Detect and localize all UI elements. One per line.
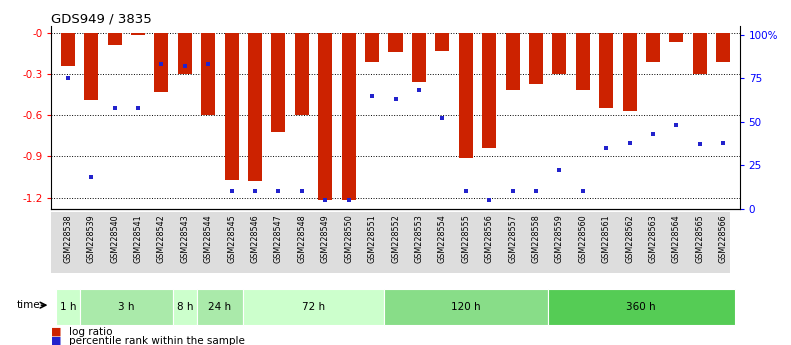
Bar [61, 33, 75, 66]
Text: GSM228560: GSM228560 [578, 214, 587, 263]
Text: GSM228546: GSM228546 [251, 214, 259, 263]
Text: GSM228549: GSM228549 [321, 214, 330, 263]
Bar [576, 33, 590, 90]
Bar [646, 33, 660, 62]
Text: GSM228563: GSM228563 [649, 214, 657, 263]
Bar [412, 33, 426, 82]
Text: GSM228540: GSM228540 [110, 214, 119, 263]
Text: ■: ■ [51, 336, 62, 345]
Text: GSM228554: GSM228554 [437, 214, 447, 263]
Bar [178, 33, 192, 74]
Text: GSM228544: GSM228544 [204, 214, 213, 263]
Text: GSM228543: GSM228543 [180, 214, 189, 263]
Bar [271, 33, 286, 132]
Text: GSM228559: GSM228559 [554, 214, 564, 263]
Bar [435, 33, 449, 51]
Text: GSM228556: GSM228556 [485, 214, 494, 263]
Text: GSM228558: GSM228558 [532, 214, 540, 263]
Bar [384, 289, 547, 325]
Text: 72 h: 72 h [302, 302, 325, 312]
Text: 1 h: 1 h [59, 302, 76, 312]
Bar [295, 33, 309, 115]
Text: GSM228547: GSM228547 [274, 214, 283, 263]
Text: GSM228539: GSM228539 [87, 214, 96, 263]
Bar [84, 33, 98, 100]
Text: GSM228551: GSM228551 [368, 214, 377, 263]
Bar [225, 33, 239, 180]
Bar [529, 33, 543, 83]
Text: time: time [17, 300, 40, 310]
Bar [131, 33, 145, 36]
Bar [80, 289, 173, 325]
Text: 8 h: 8 h [176, 302, 193, 312]
Text: GSM228557: GSM228557 [508, 214, 517, 263]
Text: GSM228550: GSM228550 [344, 214, 354, 263]
Text: GSM228565: GSM228565 [695, 214, 704, 263]
Text: GSM228541: GSM228541 [134, 214, 142, 263]
Bar [108, 33, 122, 45]
Text: GSM228545: GSM228545 [227, 214, 237, 263]
Bar [248, 33, 262, 181]
Bar [196, 289, 244, 325]
Text: GSM228552: GSM228552 [391, 214, 400, 263]
Bar [669, 33, 683, 42]
Bar [459, 33, 473, 158]
Bar [599, 33, 613, 108]
Text: log ratio: log ratio [69, 327, 112, 337]
Text: GSM228566: GSM228566 [719, 214, 728, 263]
Text: GSM228542: GSM228542 [157, 214, 166, 263]
Bar [342, 33, 356, 200]
Text: GSM228538: GSM228538 [63, 214, 72, 263]
Bar [716, 33, 730, 62]
Text: GSM228561: GSM228561 [602, 214, 611, 263]
Text: GSM228548: GSM228548 [297, 214, 306, 263]
Text: ■: ■ [51, 327, 62, 337]
Text: GDS949 / 3835: GDS949 / 3835 [51, 12, 152, 25]
Text: GSM228564: GSM228564 [672, 214, 681, 263]
Bar [388, 33, 403, 52]
Bar [623, 33, 637, 111]
Bar [693, 33, 707, 74]
Bar [482, 33, 496, 148]
Bar [505, 33, 520, 90]
Text: percentile rank within the sample: percentile rank within the sample [69, 336, 244, 345]
Bar [552, 33, 566, 74]
Bar [173, 289, 196, 325]
Bar [365, 33, 379, 62]
Text: 3 h: 3 h [118, 302, 134, 312]
Text: 120 h: 120 h [451, 302, 481, 312]
Bar [56, 289, 80, 325]
Bar [154, 33, 168, 92]
Text: GSM228555: GSM228555 [461, 214, 470, 263]
Bar [547, 289, 735, 325]
Text: GSM228553: GSM228553 [414, 214, 423, 263]
Bar [201, 33, 215, 115]
Bar [318, 33, 332, 200]
Bar [244, 289, 384, 325]
Text: GSM228562: GSM228562 [625, 214, 634, 263]
Text: 24 h: 24 h [208, 302, 232, 312]
Text: 360 h: 360 h [626, 302, 656, 312]
